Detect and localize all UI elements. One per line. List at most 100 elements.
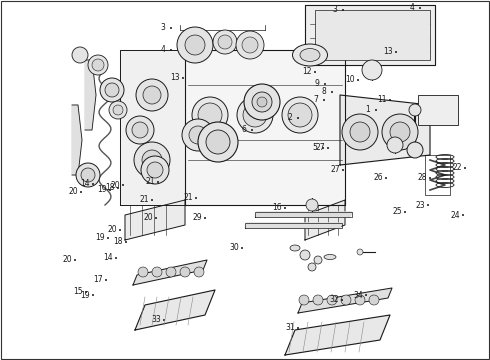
Circle shape [170,49,172,51]
Circle shape [369,295,379,305]
Circle shape [429,177,431,179]
Text: 3: 3 [161,23,166,32]
Circle shape [113,105,123,115]
Circle shape [189,126,207,144]
Polygon shape [72,105,82,175]
Circle shape [297,327,299,329]
Circle shape [297,117,299,119]
Text: 24: 24 [450,211,460,220]
Polygon shape [185,50,345,205]
Circle shape [213,30,237,54]
Text: 27: 27 [330,166,340,175]
Text: 27: 27 [315,144,325,153]
Polygon shape [125,200,185,240]
Circle shape [81,168,95,182]
Text: 18: 18 [113,238,123,247]
Polygon shape [85,60,96,130]
Circle shape [355,295,365,305]
Circle shape [382,114,418,150]
Circle shape [88,55,108,75]
Polygon shape [285,315,390,355]
Circle shape [324,83,326,85]
Text: 22: 22 [452,163,462,172]
Circle shape [74,259,76,261]
Text: 20: 20 [110,180,120,189]
Polygon shape [133,260,207,285]
Circle shape [119,229,121,231]
Text: 20: 20 [68,188,78,197]
Circle shape [331,91,333,93]
Text: 18: 18 [105,184,115,193]
Circle shape [109,189,111,191]
Circle shape [251,129,253,131]
Text: 20: 20 [62,256,72,265]
Circle shape [142,150,162,170]
Circle shape [404,211,406,213]
Circle shape [180,267,190,277]
Text: 5: 5 [313,144,318,153]
Circle shape [117,187,119,189]
Circle shape [141,156,169,184]
Circle shape [163,319,165,321]
Text: 19: 19 [80,291,90,300]
Circle shape [244,84,280,120]
Circle shape [177,27,213,63]
Circle shape [357,79,359,81]
Circle shape [327,147,329,149]
Circle shape [147,162,163,178]
Circle shape [170,27,172,29]
Circle shape [92,294,94,296]
Circle shape [389,99,391,101]
Circle shape [341,299,343,301]
Circle shape [314,256,322,264]
Circle shape [109,101,127,119]
Polygon shape [120,50,185,205]
Circle shape [122,184,124,186]
Circle shape [198,103,222,127]
Ellipse shape [300,49,320,62]
Circle shape [155,217,157,219]
Text: 30: 30 [229,243,239,252]
Circle shape [192,97,228,133]
Circle shape [138,267,148,277]
Circle shape [143,86,161,104]
Circle shape [284,207,286,209]
Text: 7: 7 [314,95,318,104]
Polygon shape [245,223,342,228]
Circle shape [107,237,109,239]
Circle shape [288,103,312,127]
Circle shape [357,249,363,255]
Circle shape [182,77,184,79]
Text: 20: 20 [143,213,153,222]
Text: 17: 17 [93,275,103,284]
Circle shape [157,181,159,183]
Circle shape [92,183,94,185]
Text: 14: 14 [103,253,113,262]
Circle shape [151,199,153,201]
Text: 1: 1 [366,105,370,114]
Text: 31: 31 [285,324,295,333]
Circle shape [218,35,232,49]
Text: 28: 28 [417,174,427,183]
Text: 11: 11 [377,95,387,104]
Circle shape [100,78,124,102]
Circle shape [195,197,197,199]
Text: 9: 9 [315,80,319,89]
Circle shape [76,163,100,187]
Text: 21: 21 [139,195,149,204]
Circle shape [299,295,309,305]
Bar [418,95,458,125]
Circle shape [115,257,117,259]
Text: 13: 13 [170,73,180,82]
Circle shape [313,295,323,305]
Circle shape [341,295,351,305]
Circle shape [327,295,337,305]
Circle shape [126,116,154,144]
Polygon shape [298,288,392,313]
Ellipse shape [293,44,327,66]
Text: 25: 25 [392,207,402,216]
Circle shape [206,130,230,154]
Circle shape [314,71,316,73]
Polygon shape [255,212,352,217]
Circle shape [182,119,214,151]
